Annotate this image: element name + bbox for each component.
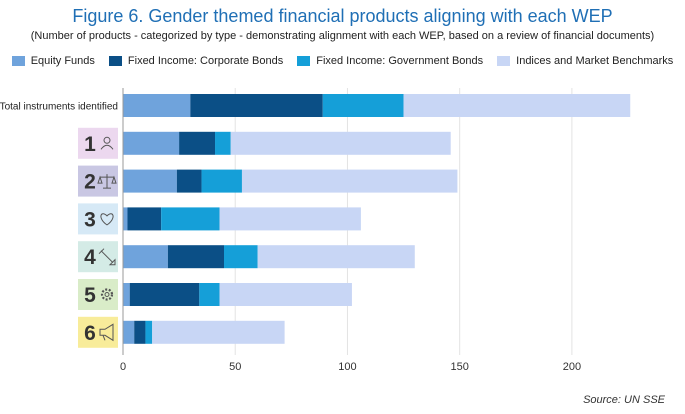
bar-equity-funds-row-0 xyxy=(123,94,191,117)
bar-government-bonds-row-5 xyxy=(199,283,220,306)
bar-corporate-bonds-row-2 xyxy=(176,169,202,193)
heart-icon xyxy=(100,213,114,226)
bar-equity-funds-row-3 xyxy=(123,207,128,231)
source-value: : UN SSE xyxy=(617,394,665,406)
legend-swatch-indices xyxy=(497,56,511,66)
x-tick-label-100: 100 xyxy=(338,361,356,373)
legend-swatch-government-bonds xyxy=(297,56,311,66)
bar-corporate-bonds-row-3 xyxy=(127,207,162,231)
bar-indices-row-2 xyxy=(241,169,458,193)
legend-item-indices: Indices and Market Benchmarks xyxy=(497,55,673,67)
legend-item-corporate-bonds: Fixed Income: Corporate Bonds xyxy=(108,55,284,67)
chart-title: Figure 6. Gender themed financial produc… xyxy=(72,6,613,26)
wep-badge-1 xyxy=(78,127,118,159)
category-label-4: 4 xyxy=(84,246,96,269)
legend: Equity Funds Fixed Income: Corporate Bon… xyxy=(0,55,685,67)
bar-equity-funds-row-6 xyxy=(123,320,135,344)
bar-indices-row-4 xyxy=(257,245,415,269)
bar-corporate-bonds-row-4 xyxy=(167,245,224,269)
bar-corporate-bonds-row-6 xyxy=(134,320,146,344)
category-label-6: 6 xyxy=(84,322,96,345)
bar-equity-funds-row-2 xyxy=(123,169,177,193)
wep-badge-6 xyxy=(78,316,118,348)
wep-badge-2 xyxy=(78,165,118,197)
megaphone-icon xyxy=(99,323,114,342)
legend-swatch-corporate-bonds xyxy=(108,56,122,66)
bar-corporate-bonds-row-1 xyxy=(179,131,216,155)
legend-label-government-bonds: Fixed Income: Government Bonds xyxy=(316,55,484,67)
bar-equity-funds-row-5 xyxy=(123,283,130,306)
legend-label-corporate-bonds: Fixed Income: Corporate Bonds xyxy=(127,55,284,67)
bar-government-bonds-row-3 xyxy=(161,207,220,231)
source-note: Source: UN SSE xyxy=(583,394,665,406)
scales-icon xyxy=(97,174,117,189)
bar-corporate-bonds-row-5 xyxy=(129,283,200,306)
legend-label-equity-funds: Equity Funds xyxy=(30,55,95,67)
x-tick-label-0: 0 xyxy=(120,361,126,373)
bar-indices-row-1 xyxy=(230,131,451,155)
category-label-2: 2 xyxy=(84,171,96,194)
category-label-3: 3 xyxy=(84,208,96,231)
bar-indices-row-5 xyxy=(219,283,352,306)
legend-swatch-equity-funds xyxy=(11,56,25,66)
bar-equity-funds-row-4 xyxy=(123,245,168,269)
bar-indices-row-0 xyxy=(403,94,631,117)
legend-item-equity-funds: Equity Funds xyxy=(11,55,95,67)
bar-government-bonds-row-2 xyxy=(201,169,242,193)
bar-equity-funds-row-1 xyxy=(123,131,180,155)
bar-government-bonds-row-4 xyxy=(224,245,258,269)
bar-government-bonds-row-6 xyxy=(145,320,153,344)
x-tick-label-150: 150 xyxy=(450,361,468,373)
legend-label-indices: Indices and Market Benchmarks xyxy=(516,55,674,67)
pen-icon xyxy=(98,248,116,266)
source-label: Source xyxy=(583,394,618,406)
legend-item-government-bonds: Fixed Income: Government Bonds xyxy=(297,55,483,67)
x-tick-label-200: 200 xyxy=(563,361,581,373)
person-icon xyxy=(100,136,114,150)
wep-badge-4 xyxy=(78,241,118,273)
wep-badge-3 xyxy=(78,203,118,235)
bar-corporate-bonds-row-0 xyxy=(190,94,323,117)
bar-indices-row-6 xyxy=(152,320,285,344)
x-tick-label-50: 50 xyxy=(229,361,241,373)
bar-government-bonds-row-0 xyxy=(322,94,404,117)
chart-subtitle: (Number of products - categorized by typ… xyxy=(30,30,655,42)
bar-indices-row-3 xyxy=(219,207,361,231)
bar-government-bonds-row-1 xyxy=(215,131,231,155)
gear-icon xyxy=(100,288,114,301)
category-label-1: 1 xyxy=(84,133,96,156)
category-label-0: Total instruments identified xyxy=(0,102,118,113)
category-label-5: 5 xyxy=(84,284,96,307)
